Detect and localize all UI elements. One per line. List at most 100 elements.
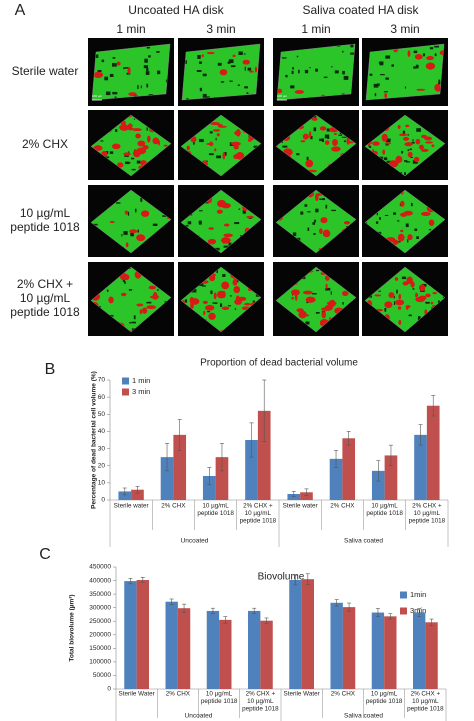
biofilm-dead [294, 90, 304, 94]
legend-label: 1 min [132, 376, 150, 385]
biofilm-dead [205, 304, 215, 311]
y-tick-label: 50000 [93, 672, 111, 679]
biofilm-dead [407, 234, 413, 241]
biofilm-dead [212, 129, 221, 132]
biofilm-gap [146, 46, 150, 49]
biofilm-gap [238, 208, 241, 210]
biofilm-gap [162, 215, 167, 217]
biofilm-gap [326, 128, 330, 132]
biofilm-gap [146, 127, 148, 131]
biofilm-gap [300, 211, 304, 215]
biofilm-gap [202, 93, 207, 98]
legend-swatch [400, 607, 407, 615]
biofilm-gap [378, 257, 381, 260]
panel-label: A [15, 2, 26, 19]
micrograph-outline [364, 114, 446, 177]
biofilm-gap [124, 67, 129, 69]
biofilm-gap [442, 296, 445, 299]
biofilm-gap [437, 82, 441, 85]
biofilm-gap [136, 160, 141, 164]
bar [202, 476, 216, 500]
biofilm-gap [130, 232, 134, 237]
biofilm-gap [223, 245, 229, 248]
biofilm-gap [292, 67, 294, 70]
x-tick-label: Sterile Water [284, 691, 320, 698]
micrograph-outline [90, 189, 172, 254]
biofilm-gap [115, 129, 118, 132]
y-tick-label: 40 [98, 428, 106, 435]
biofilm-live [365, 115, 445, 176]
biofilm-gap [393, 212, 397, 215]
biofilm-dead [428, 219, 435, 226]
biofilm-dead [400, 200, 405, 207]
biofilm-dead [291, 289, 300, 296]
biofilm-dead [127, 66, 131, 75]
x-tick-label: Sterile water [283, 503, 318, 510]
micrograph-outline [365, 43, 445, 101]
bar [330, 602, 343, 689]
biofilm-gap [228, 242, 232, 247]
biofilm-gap [127, 211, 130, 216]
biofilm-gap [369, 73, 373, 76]
biofilm-gap [156, 51, 160, 53]
biofilm-gap [330, 291, 332, 295]
biofilm-gap [242, 210, 246, 214]
biofilm-gap [315, 311, 320, 314]
biofilm-gap [325, 287, 331, 291]
biofilm-gap [448, 301, 450, 303]
group-header: Uncoated HA disk [128, 3, 224, 17]
biofilm-gap [369, 145, 372, 148]
group-label: Saliva coated [344, 713, 383, 720]
bar [245, 440, 258, 500]
biofilm-gap [247, 67, 252, 71]
biofilm-gap [264, 266, 269, 269]
x-tick-label: peptide 1018 [366, 510, 403, 517]
micrograph-outline [275, 266, 357, 333]
micrograph-outline [275, 189, 357, 254]
row-label: peptide 1018 [10, 305, 80, 319]
bar [413, 612, 426, 689]
biofilm-gap [199, 61, 202, 64]
biofilm-dead [210, 122, 221, 126]
biofilm-dead [109, 220, 115, 224]
x-tick-label: peptide 1018 [201, 698, 238, 705]
micrograph-outline [180, 114, 262, 177]
biofilm-gap [243, 53, 246, 55]
biofilm-dead [223, 233, 233, 238]
biofilm-gap [431, 307, 434, 309]
biofilm-gap [97, 69, 102, 73]
x-tick-label: 2% CHX [166, 691, 191, 698]
biofilm-dead [124, 210, 129, 215]
biofilm-gap [407, 134, 409, 136]
row-label: 10 µg/mL [20, 206, 71, 220]
micrograph-outline [91, 43, 171, 101]
biofilm-gap [143, 65, 149, 69]
biofilm-dead [305, 296, 316, 303]
x-tick-label: peptide 1018 [240, 518, 277, 525]
bar [300, 492, 313, 500]
biofilm-dead [140, 210, 150, 217]
biofilm-dead [137, 140, 146, 147]
biofilm-gap [157, 289, 159, 291]
biofilm-gap [310, 135, 313, 140]
bar [177, 608, 191, 689]
biofilm-gap [199, 210, 203, 212]
biofilm-gap [384, 214, 389, 216]
x-tick-label: Sterile Water [119, 691, 155, 698]
biofilm-gap [323, 76, 328, 78]
biofilm-gap [434, 53, 437, 57]
biofilm-dead [222, 151, 226, 160]
biofilm-gap [296, 55, 299, 58]
biofilm-dead [331, 146, 341, 152]
biofilm-dead [381, 133, 388, 142]
x-tick-label: 2% CHX + [246, 691, 276, 698]
biofilm-dead [242, 59, 250, 65]
biofilm-gap [140, 197, 143, 202]
biofilm-gap [196, 70, 202, 72]
biofilm-live [365, 190, 445, 253]
biofilm-gap [234, 308, 237, 310]
biofilm-dead [237, 296, 247, 302]
biofilm-dead [305, 159, 314, 168]
bar [206, 610, 220, 689]
biofilm-dead [216, 290, 226, 299]
